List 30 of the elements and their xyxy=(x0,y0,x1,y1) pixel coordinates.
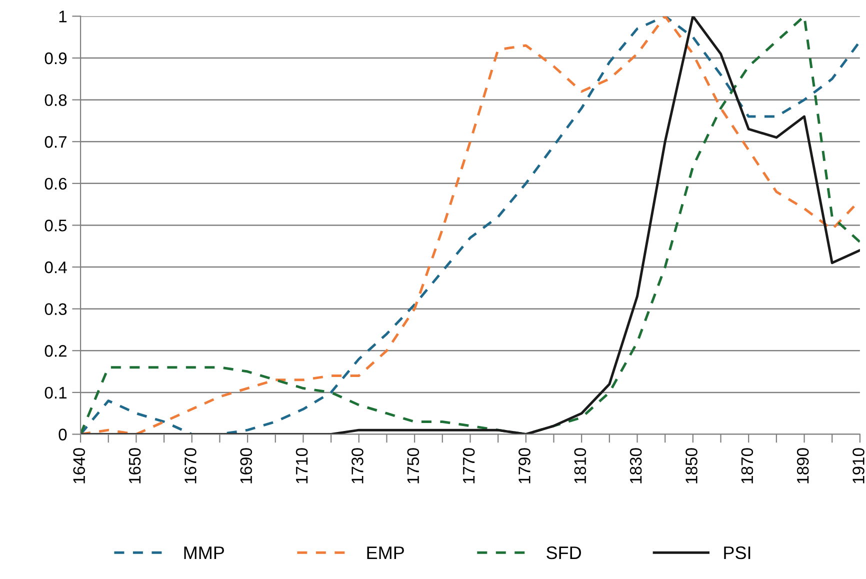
y-tick-label: 0.8 xyxy=(44,94,67,106)
x-tick-label: 1850 xyxy=(686,448,698,484)
y-tick-label: 0.5 xyxy=(44,220,67,232)
legend-label: MMP xyxy=(184,546,224,560)
legend-label: EMP xyxy=(367,546,404,560)
x-tick-label: 1870 xyxy=(741,448,754,484)
x-tick-label: 1890 xyxy=(796,448,809,484)
y-tick-label: 0.4 xyxy=(44,261,67,274)
x-tick-label: 1830 xyxy=(630,448,642,484)
x-tick-label: 1650 xyxy=(128,448,141,484)
x-tick-label: 1750 xyxy=(407,448,420,484)
y-tick-label: 0.9 xyxy=(44,52,67,64)
y-tick-label: 0.7 xyxy=(44,136,67,148)
x-tick-label: 1710 xyxy=(296,448,308,484)
y-tick-label: 0.3 xyxy=(44,303,67,316)
x-tick-label: 1640 xyxy=(73,448,86,484)
legend-label: SFD xyxy=(546,546,581,560)
x-tick-label: 1730 xyxy=(352,448,364,484)
y-tick-label: 0.6 xyxy=(44,178,67,190)
y-tick-label: 0 xyxy=(58,428,67,440)
x-tick-label: 1810 xyxy=(574,448,586,484)
y-tick-label: 0.2 xyxy=(44,345,67,357)
x-tick-label: 1910 xyxy=(852,448,864,484)
x-tick-label: 1790 xyxy=(518,448,530,484)
y-tick-label: 0.1 xyxy=(44,386,67,399)
y-tick-label: 1 xyxy=(59,10,67,22)
x-tick-label: 1690 xyxy=(240,448,252,484)
x-tick-label: 1670 xyxy=(184,448,196,484)
legend-label: PSI xyxy=(724,546,750,560)
x-tick-label: 1770 xyxy=(462,448,475,484)
